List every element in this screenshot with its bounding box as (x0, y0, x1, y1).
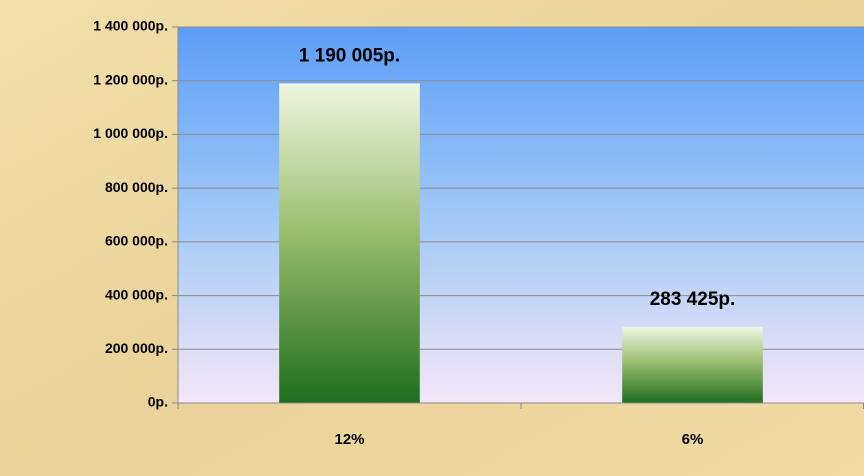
y-tick-label: 1 000 000р. (93, 125, 168, 141)
data-label: 1 190 005р. (299, 45, 400, 66)
y-tick-label: 1 400 000р. (93, 18, 168, 34)
y-tick-label: 200 000р. (105, 340, 168, 356)
bar (622, 326, 763, 403)
bar (279, 83, 420, 404)
y-tick-label: 1 200 000р. (93, 71, 168, 87)
y-tick-label: 0р. (148, 394, 168, 410)
y-tick-label: 800 000р. (105, 179, 168, 195)
y-tick-label: 400 000р. (105, 286, 168, 302)
x-tick-label: 12% (334, 431, 364, 448)
data-label: 283 425р. (650, 289, 736, 310)
x-tick-label: 6% (682, 431, 704, 448)
y-tick-label: 600 000р. (105, 233, 168, 249)
